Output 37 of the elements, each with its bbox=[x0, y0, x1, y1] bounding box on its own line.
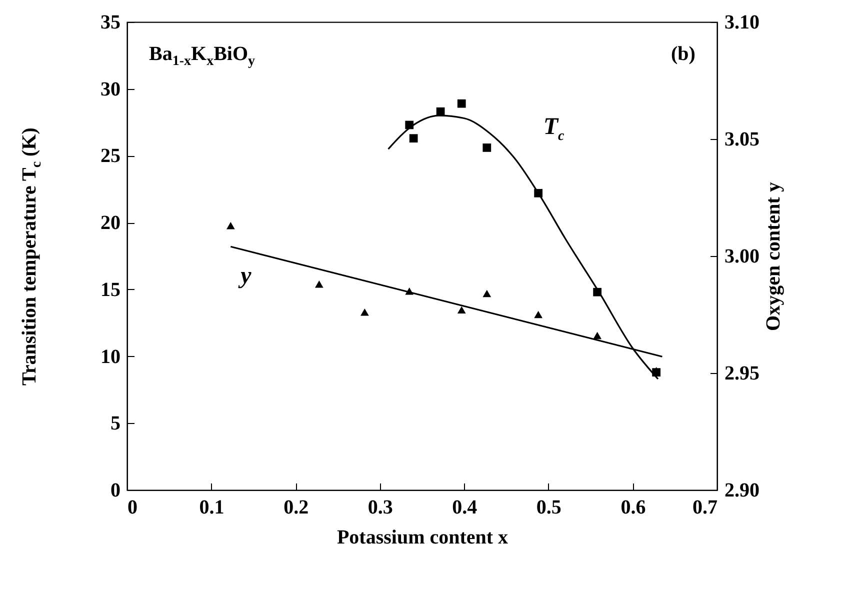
x-tick-label: 0 bbox=[128, 496, 138, 518]
x-tick-label: 0.3 bbox=[368, 496, 393, 518]
point bbox=[482, 290, 492, 298]
point bbox=[593, 332, 602, 340]
y-tick-label: 25 bbox=[100, 145, 120, 168]
x-tick-label: 0.6 bbox=[620, 496, 646, 518]
x-axis-title: Potassium content x bbox=[336, 526, 508, 548]
y2-tick-label: 2.90 bbox=[724, 480, 760, 502]
x-tick-label: 0.5 bbox=[536, 496, 562, 518]
point bbox=[457, 306, 466, 314]
y2-tick-label: 3.05 bbox=[724, 128, 760, 150]
y-tick-label: 30 bbox=[100, 78, 120, 100]
x-tick-label: 0.1 bbox=[199, 496, 224, 518]
annotation: (b) bbox=[671, 43, 696, 65]
point bbox=[457, 99, 466, 108]
point bbox=[226, 222, 235, 230]
y2-tick-label: 3.10 bbox=[724, 12, 760, 34]
point bbox=[360, 308, 369, 316]
y2-axis-title: Oxygen content y bbox=[762, 182, 784, 331]
point bbox=[314, 280, 324, 288]
y-tick-label: 15 bbox=[100, 278, 120, 301]
point bbox=[534, 310, 542, 318]
annotation: Ba$_{1-x}$K$_{x}$BiO$_{y}$ bbox=[149, 43, 256, 69]
y-tick-label: 5 bbox=[110, 412, 120, 435]
y-tick-label: 35 bbox=[100, 12, 120, 34]
y2-tick-label: 2.95 bbox=[724, 362, 760, 384]
y-tick-label: 10 bbox=[100, 346, 120, 368]
y-tick-label: 20 bbox=[100, 212, 120, 234]
x-tick-label: 0.2 bbox=[284, 496, 309, 518]
series-label: y bbox=[240, 262, 252, 289]
point bbox=[409, 134, 418, 143]
x-tick-label: 0.4 bbox=[452, 496, 478, 518]
y2-tick-label: 3.00 bbox=[724, 246, 760, 268]
series-label: T$_{c}$ bbox=[543, 114, 564, 144]
y-tick-label: 0 bbox=[110, 480, 120, 502]
x-tick-label: 0.7 bbox=[692, 496, 718, 518]
point bbox=[482, 144, 492, 152]
